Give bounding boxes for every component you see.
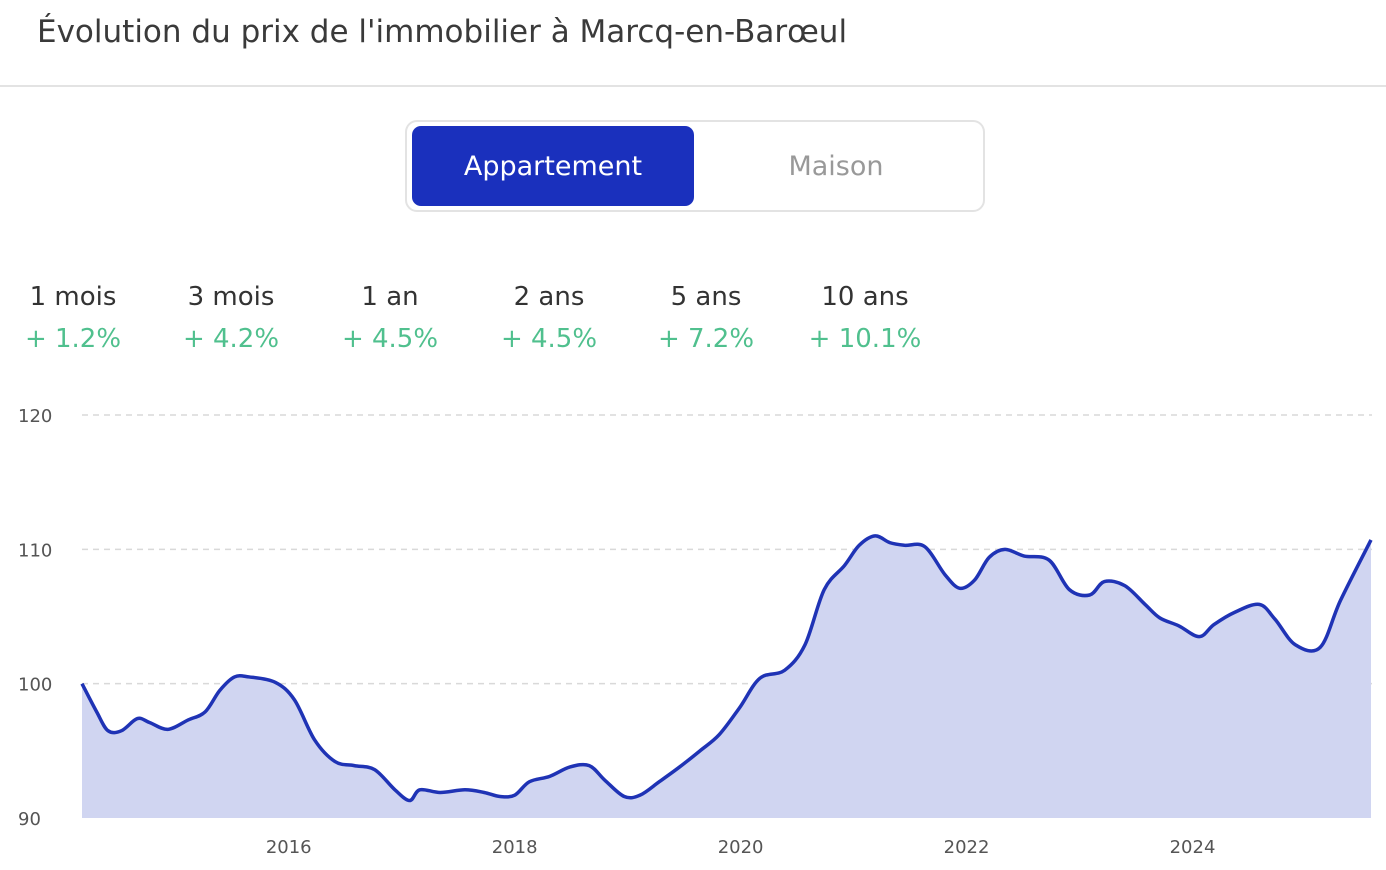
page-title: Évolution du prix de l'immobilier à Marc… bbox=[37, 14, 848, 50]
stat-change: + 4.5% bbox=[500, 324, 598, 354]
stat-period: 1 an bbox=[361, 282, 419, 312]
x-tick-label: 2016 bbox=[266, 837, 312, 858]
stat-change: + 10.1% bbox=[808, 324, 922, 354]
x-tick-label: 2024 bbox=[1170, 837, 1216, 858]
y-tick-label: 120 bbox=[18, 406, 52, 427]
stat: 3 mois + 4.2% bbox=[161, 282, 301, 354]
stat-period: 2 ans bbox=[513, 282, 585, 312]
stat-period: 1 mois bbox=[29, 282, 117, 312]
stat: 1 mois + 1.2% bbox=[3, 282, 143, 354]
y-tick-label: 100 bbox=[18, 675, 52, 696]
stat-change: + 4.5% bbox=[341, 324, 439, 354]
stat-change: + 4.2% bbox=[182, 324, 280, 354]
stat: 2 ans + 4.5% bbox=[479, 282, 619, 354]
divider bbox=[0, 85, 1386, 87]
y-tick-label: 110 bbox=[18, 540, 52, 561]
stat-period: 5 ans bbox=[670, 282, 742, 312]
x-tick-label: 2022 bbox=[944, 837, 990, 858]
stat: 10 ans + 10.1% bbox=[795, 282, 935, 354]
price-line bbox=[80, 534, 1373, 803]
stat: 1 an + 4.5% bbox=[320, 282, 460, 354]
stat-period: 10 ans bbox=[821, 282, 909, 312]
toggle-option[interactable]: Maison bbox=[788, 150, 884, 182]
toggle-option[interactable]: Appartement bbox=[412, 126, 694, 206]
stat-change: + 1.2% bbox=[24, 324, 122, 354]
area-fill bbox=[82, 535, 1371, 818]
x-tick-label: 2020 bbox=[718, 837, 764, 858]
stat: 5 ans + 7.2% bbox=[636, 282, 776, 354]
type-toggle: Appartement Maison bbox=[405, 120, 985, 212]
stat-change: + 7.2% bbox=[657, 324, 755, 354]
x-tick-label: 2018 bbox=[492, 837, 538, 858]
stat-period: 3 mois bbox=[187, 282, 275, 312]
y-tick-label: 90 bbox=[18, 809, 41, 830]
